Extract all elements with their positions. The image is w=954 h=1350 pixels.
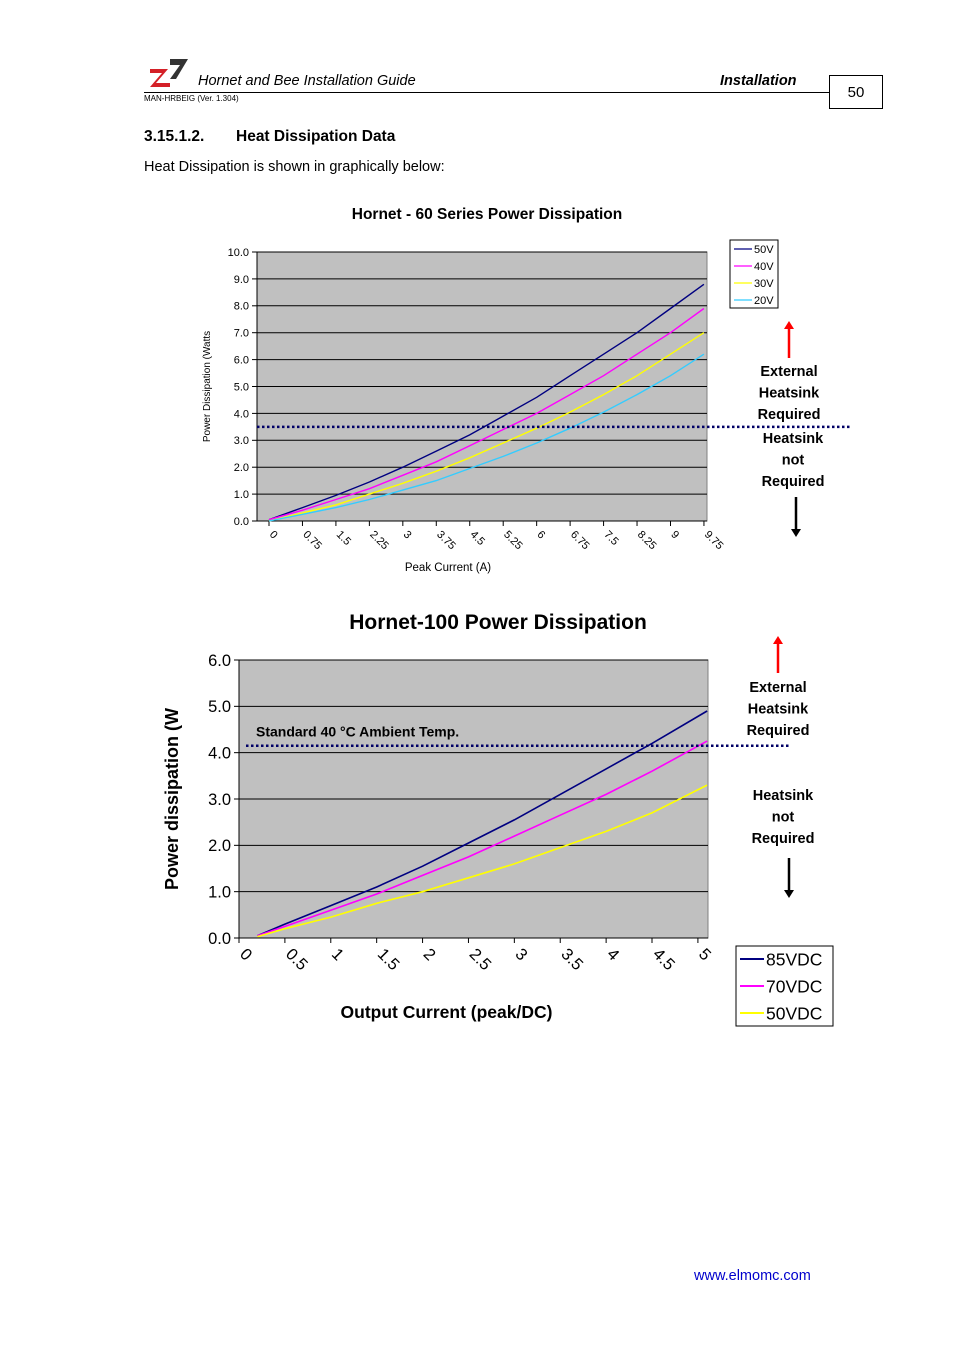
- chart-title: Hornet - 60 Series Power Dissipation: [352, 206, 622, 223]
- legend-label-30V: 30V: [754, 278, 774, 290]
- annotation-above: External: [760, 364, 817, 380]
- y-tick-label: 6.0: [234, 354, 249, 366]
- arrow-down-icon: [784, 890, 794, 898]
- y-tick-label: 0.0: [234, 516, 249, 528]
- section-title: Heat Dissipation Data: [236, 128, 396, 145]
- annotation-above: Heatsink: [748, 702, 809, 718]
- x-tick-label: 3.5: [557, 945, 586, 974]
- section-heading: 3.15.1.2. Heat Dissipation Data: [144, 128, 395, 146]
- y-tick-label: 4.0: [234, 408, 249, 420]
- y-tick-label: 6.0: [208, 652, 231, 670]
- x-tick-label: 9.75: [702, 529, 726, 553]
- header-section: Installation: [720, 73, 797, 89]
- x-tick-label: 6: [535, 529, 548, 542]
- series-line-85VDC: [257, 710, 708, 937]
- annotation-below: not: [772, 810, 795, 826]
- x-axis-label: Peak Current (A): [405, 562, 491, 574]
- arrow-down-icon: [791, 529, 801, 537]
- x-tick-label: 3.75: [434, 529, 458, 553]
- doc-id: MAN-HRBEIG (Ver. 1.304): [144, 94, 239, 103]
- annotation-above: Required: [758, 407, 821, 423]
- chart-hornet-60: Hornet - 60 Series Power Dissipation 0.0 1…: [202, 206, 850, 574]
- legend-label-50V: 50V: [754, 244, 774, 256]
- intro-text: Heat Dissipation is shown in graphically…: [144, 159, 445, 175]
- x-tick-label: 5: [695, 945, 714, 964]
- x-tick-label: 2.25: [367, 529, 391, 553]
- x-tick-label: 1.5: [334, 529, 353, 548]
- x-tick-label: 2.5: [466, 945, 495, 974]
- annotation-above: Required: [747, 723, 810, 739]
- annotation-below: Required: [752, 831, 815, 847]
- y-tick-label: 2.0: [208, 837, 231, 855]
- x-axis-label: Output Current (peak/DC): [341, 1002, 553, 1022]
- annotation-below: not: [782, 453, 805, 469]
- x-tick-label: 0: [236, 945, 255, 964]
- footer-url[interactable]: www.elmomc.com: [694, 1268, 811, 1284]
- chart-hornet-100: Hornet-100 Power Dissipation 0.0 1.0 2.0 3.0…: [162, 611, 834, 1027]
- chart-title: Hornet-100 Power Dissipation: [349, 611, 647, 634]
- threshold-label: Standard 40 °C Ambient Temp.: [256, 724, 459, 740]
- annotation-above: Heatsink: [759, 386, 820, 402]
- x-tick-label: 7.5: [601, 529, 620, 548]
- annotation-below: Heatsink: [763, 431, 824, 447]
- series-line-20V: [268, 353, 705, 522]
- x-tick-label: 9: [668, 529, 681, 542]
- annotation-below: Required: [762, 474, 825, 490]
- y-tick-label: 0.0: [208, 930, 231, 948]
- legend-label-70VDC: 70VDC: [766, 976, 822, 996]
- x-tick-label: 1: [328, 945, 347, 964]
- legend-box: [729, 239, 779, 309]
- y-axis-label: Power dissipation (W: [162, 708, 182, 890]
- y-tick-label: 3.0: [208, 791, 231, 809]
- arrow-up-icon: [784, 321, 794, 329]
- section-number: 3.15.1.2.: [144, 128, 205, 145]
- x-tick-label: 3: [401, 529, 414, 542]
- x-tick-label: 0: [267, 529, 280, 542]
- y-tick-label: 1.0: [208, 883, 231, 901]
- y-tick-label: 2.0: [234, 462, 249, 474]
- legend-label-50VDC: 50VDC: [766, 1003, 822, 1023]
- y-tick-label: 5.0: [234, 381, 249, 393]
- header-divider: [144, 92, 829, 93]
- legend-label-85VDC: 85VDC: [766, 949, 822, 969]
- series-line-40V: [268, 307, 705, 521]
- x-tick-label: 5.25: [501, 529, 525, 553]
- series-line-50V: [268, 283, 705, 521]
- x-tick-label: 4.5: [649, 945, 678, 974]
- x-tick-label: 4: [603, 945, 622, 964]
- legend-label-20V: 20V: [754, 295, 774, 307]
- x-tick-label: 6.75: [568, 529, 592, 553]
- x-tick-label: 2: [420, 945, 439, 964]
- x-tick-label: 3: [512, 945, 531, 964]
- elmo-logo-icon: [150, 59, 188, 87]
- y-tick-label: 8.0: [234, 301, 249, 313]
- x-tick-label: 0.75: [300, 529, 324, 553]
- header-title: Hornet and Bee Installation Guide: [198, 73, 416, 89]
- arrow-up-icon: [773, 636, 783, 644]
- x-tick-label: 4.5: [468, 529, 487, 548]
- legend-label-40V: 40V: [754, 261, 774, 273]
- series-line-50VDC: [257, 784, 708, 938]
- x-tick-label: 1.5: [374, 945, 403, 974]
- annotation-below: Heatsink: [753, 788, 814, 804]
- series-line-70VDC: [257, 740, 708, 937]
- y-tick-label: 10.0: [228, 247, 249, 259]
- y-tick-label: 7.0: [234, 328, 249, 340]
- y-tick-label: 1.0: [234, 489, 249, 501]
- series-line-30V: [268, 332, 705, 522]
- y-tick-label: 9.0: [234, 274, 249, 286]
- x-tick-label: 8.25: [635, 529, 659, 553]
- y-tick-label: 5.0: [208, 698, 231, 716]
- y-axis-label: Power Dissipation (Watts: [202, 331, 213, 442]
- annotation-above: External: [749, 680, 806, 696]
- y-tick-label: 4.0: [208, 744, 231, 762]
- y-tick-label: 3.0: [234, 435, 249, 447]
- x-tick-label: 0.5: [282, 945, 311, 974]
- page-number: 50: [829, 75, 883, 109]
